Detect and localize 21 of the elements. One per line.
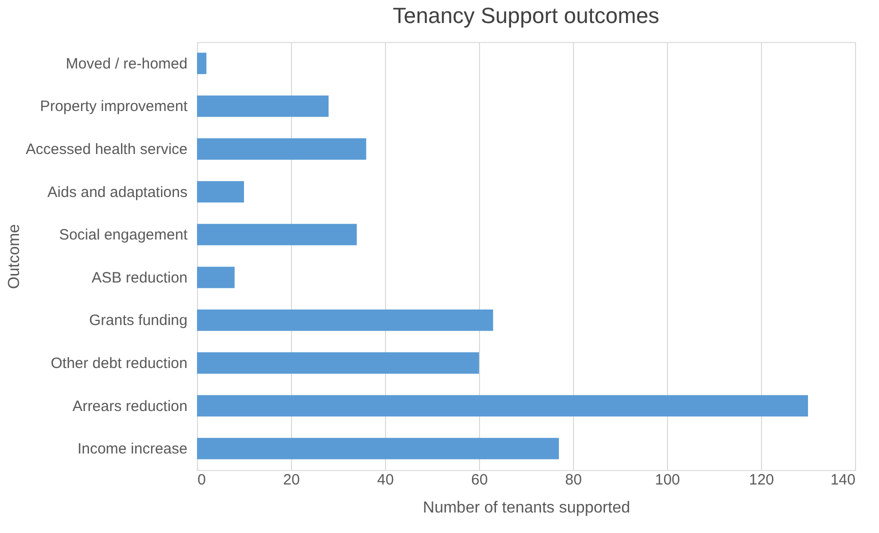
y-tick-label: Arrears reduction xyxy=(72,398,188,415)
y-tick-label: Other debt reduction xyxy=(50,355,188,372)
y-tick-label: Grants funding xyxy=(89,312,188,330)
y-tick-label: ASB reduction xyxy=(92,269,188,286)
y-tick-label: Income increase xyxy=(77,440,188,458)
x-tick-label: 80 xyxy=(565,472,582,488)
chart-title: Tenancy Support outcomes xyxy=(392,3,660,28)
y-tick-label: Social engagement xyxy=(59,226,188,244)
y-tick-label: Property improvement xyxy=(40,98,188,116)
x-axis-title: Number of tenants supported xyxy=(422,500,630,516)
y-axis-title: Outcome xyxy=(6,224,23,289)
x-tick-label: 40 xyxy=(377,472,394,488)
x-tick-label: 0 xyxy=(198,472,206,488)
y-tick-label: Aids and adaptations xyxy=(47,184,188,201)
x-tick-label: 140 xyxy=(830,472,856,488)
x-tick-label: 120 xyxy=(748,472,774,488)
x-tick-label: 20 xyxy=(283,472,300,488)
x-tick-label: 60 xyxy=(471,472,488,488)
y-tick-label: Accessed health service xyxy=(26,141,188,158)
y-tick-label: Moved / re-homed xyxy=(66,55,188,72)
x-tick-label: 100 xyxy=(654,472,680,488)
